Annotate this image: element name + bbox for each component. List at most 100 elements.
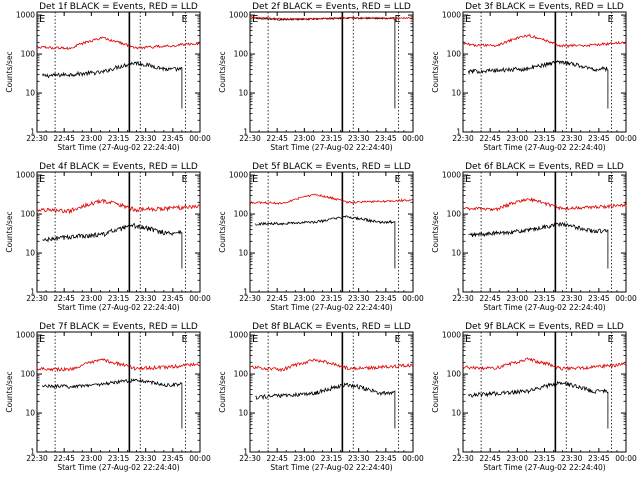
x-tick-label: 23:15: [321, 454, 343, 463]
y-tick-label: 1000: [229, 171, 248, 180]
marker-label: E: [465, 334, 471, 345]
chart-title: Det 1f BLACK = Events, RED = LLD: [39, 2, 198, 12]
marker-label: E: [182, 14, 188, 25]
y-tick-label: 10: [238, 249, 248, 258]
x-tick-label: 23:00: [294, 294, 316, 303]
lld-series-line: [36, 358, 201, 373]
x-tick-label: 22:30: [239, 294, 261, 303]
marker-label: E: [182, 334, 188, 345]
x-tick-label: 23:45: [162, 134, 184, 143]
x-tick-label: 23:30: [348, 454, 370, 463]
x-tick-label: 23:00: [507, 294, 529, 303]
y-tick-label: 10: [25, 89, 35, 98]
x-axis-label: Start Time (27-Aug-02 22:24:40): [270, 143, 392, 152]
plot-frame: [249, 11, 414, 133]
marker-label: E: [252, 14, 258, 25]
x-tick-label: 23:00: [507, 454, 529, 463]
marker-label: E: [608, 174, 614, 185]
x-tick-label: 23:30: [135, 134, 157, 143]
x-tick-label: 00:00: [189, 134, 211, 143]
x-tick-label: 00:00: [402, 454, 424, 463]
x-tick-label: 23:45: [588, 134, 610, 143]
x-tick-label: 23:45: [375, 294, 397, 303]
x-tick-label: 00:00: [615, 134, 637, 143]
y-tick-label: 1000: [442, 11, 461, 20]
x-tick-label: 00:00: [189, 294, 211, 303]
y-tick-label: 1: [30, 448, 35, 457]
chart-panel-8: Det 8f BLACK = Events, RED = LLD 1 10 100 10…: [218, 322, 424, 472]
chart-title: Det 5f BLACK = Events, RED = LLD: [252, 162, 411, 172]
x-tick-label: 22:30: [452, 134, 474, 143]
x-axis-label: Start Time (27-Aug-02 22:24:40): [483, 143, 605, 152]
events-series-line: [42, 378, 183, 429]
x-tick-label: 23:15: [108, 134, 130, 143]
y-tick-label: 1000: [229, 11, 248, 20]
chart-title: Det 8f BLACK = Events, RED = LLD: [252, 322, 411, 332]
events-series-line: [468, 221, 609, 269]
x-tick-label: 23:30: [348, 134, 370, 143]
x-tick-label: 23:15: [108, 454, 130, 463]
y-tick-label: 1000: [229, 331, 248, 340]
y-tick-label: 1: [456, 448, 461, 457]
events-series-line: [255, 17, 396, 109]
x-axis-label: Start Time (27-Aug-02 22:24:40): [270, 463, 392, 472]
x-tick-label: 23:00: [81, 134, 103, 143]
y-tick-label: 1000: [442, 171, 461, 180]
y-tick-label: 100: [447, 370, 462, 379]
y-axis-label: Counts/sec: [5, 371, 14, 412]
y-axis-label: Counts/sec: [218, 211, 227, 252]
chart-panel-3: Det 3f BLACK = Events, RED = LLD 1 10 100 10…: [431, 2, 637, 152]
y-tick-label: 100: [447, 210, 462, 219]
x-tick-label: 23:00: [81, 454, 103, 463]
x-axis-label: Start Time (27-Aug-02 22:24:40): [57, 143, 179, 152]
y-tick-label: 10: [451, 89, 461, 98]
y-tick-label: 1: [456, 128, 461, 137]
x-tick-label: 23:45: [588, 294, 610, 303]
lld-series-line: [249, 358, 414, 373]
events-series-line: [255, 382, 396, 429]
marker-label: E: [395, 14, 401, 25]
y-tick-label: 1: [243, 448, 248, 457]
x-tick-label: 22:45: [266, 294, 288, 303]
plot-frame: [462, 11, 627, 133]
y-tick-label: 1: [30, 128, 35, 137]
marker-label: E: [608, 14, 614, 25]
marker-label: E: [395, 174, 401, 185]
marker-label: E: [182, 174, 188, 185]
y-axis-label: Counts/sec: [218, 51, 227, 92]
y-axis-label: Counts/sec: [5, 211, 14, 252]
chart-panel-4: Det 4f BLACK = Events, RED = LLD 1 10 100 10…: [5, 162, 211, 312]
x-tick-label: 23:30: [561, 294, 583, 303]
x-tick-label: 23:45: [162, 454, 184, 463]
x-tick-label: 23:15: [108, 294, 130, 303]
chart-title: Det 3f BLACK = Events, RED = LLD: [465, 2, 624, 12]
x-tick-label: 22:45: [53, 294, 75, 303]
x-tick-label: 23:45: [375, 454, 397, 463]
x-tick-label: 00:00: [189, 454, 211, 463]
events-series-line: [468, 380, 609, 429]
x-tick-label: 23:15: [321, 294, 343, 303]
x-tick-label: 23:30: [561, 134, 583, 143]
plot-frame: [249, 171, 414, 293]
lld-series-line: [36, 198, 201, 215]
y-tick-label: 10: [238, 409, 248, 418]
x-tick-label: 22:30: [26, 134, 48, 143]
x-tick-label: 22:45: [479, 134, 501, 143]
y-tick-label: 10: [451, 409, 461, 418]
x-axis-label: Start Time (27-Aug-02 22:24:40): [57, 303, 179, 312]
chart-title: Det 6f BLACK = Events, RED = LLD: [465, 162, 624, 172]
x-tick-label: 22:30: [239, 134, 261, 143]
marker-label: E: [39, 174, 45, 185]
x-tick-label: 23:45: [375, 134, 397, 143]
lld-series-line: [462, 33, 627, 49]
y-tick-label: 1: [456, 288, 461, 297]
y-axis-label: Counts/sec: [218, 371, 227, 412]
y-tick-label: 1: [243, 288, 248, 297]
lld-series-line: [462, 197, 627, 212]
marker-label: E: [608, 334, 614, 345]
chart-panel-2: Det 2f BLACK = Events, RED = LLD 1 10 100 10…: [218, 2, 424, 152]
y-tick-label: 10: [238, 89, 248, 98]
x-tick-label: 22:45: [53, 134, 75, 143]
lld-series-line: [36, 36, 201, 50]
x-tick-label: 23:15: [534, 454, 556, 463]
